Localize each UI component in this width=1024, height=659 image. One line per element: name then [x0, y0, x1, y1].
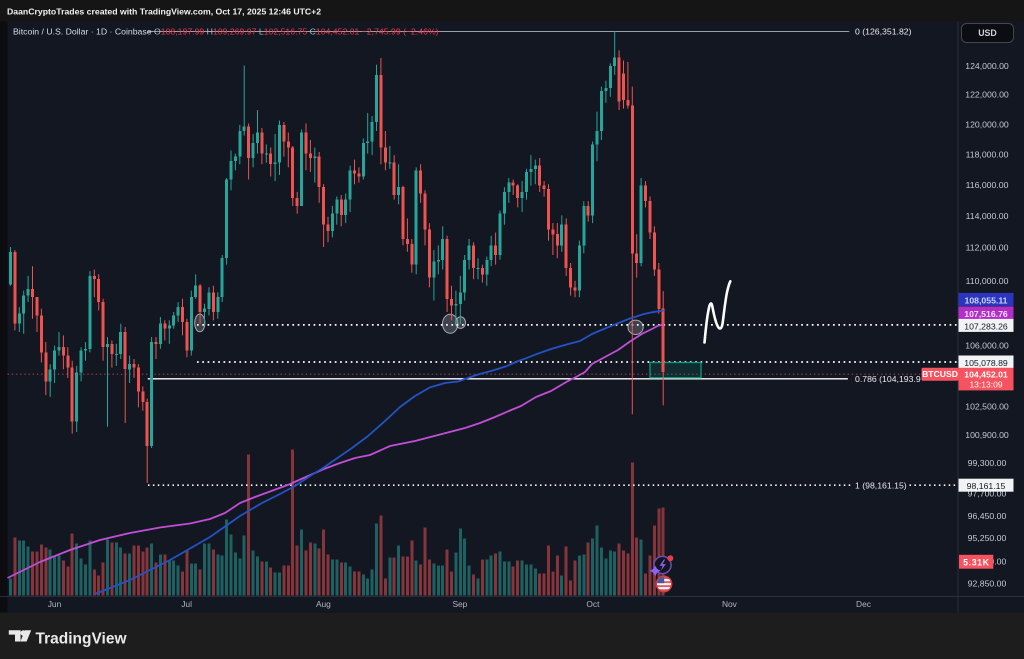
svg-text:122,000.00: 122,000.00	[965, 90, 1009, 100]
svg-text:112,000.00: 112,000.00	[966, 243, 1009, 253]
svg-text:USD: USD	[978, 28, 997, 38]
svg-text:Jul: Jul	[181, 599, 192, 609]
svg-text:Aug: Aug	[316, 599, 331, 609]
svg-text:0.786 (104,193.9: 0.786 (104,193.9	[855, 374, 921, 384]
svg-text:116,000.00: 116,000.00	[966, 180, 1009, 190]
svg-text:5.31K: 5.31K	[963, 557, 990, 567]
svg-text:0 (126,351.82): 0 (126,351.82)	[855, 27, 912, 37]
svg-text:100,900.00: 100,900.00	[965, 430, 1009, 440]
svg-text:107,516.76: 107,516.76	[964, 309, 1008, 319]
svg-text:108,055.11: 108,055.11	[965, 295, 1008, 305]
svg-text:110,000.00: 110,000.00	[966, 276, 1009, 286]
svg-text:120,000.00: 120,000.00	[965, 119, 1009, 129]
svg-text:105,078.89: 105,078.89	[964, 358, 1008, 368]
svg-text:Dec: Dec	[856, 599, 871, 609]
svg-text:118,000.00: 118,000.00	[966, 149, 1009, 159]
svg-text:13:13:09: 13:13:09	[969, 380, 1002, 390]
svg-text:TradingView: TradingView	[36, 631, 128, 648]
svg-text:Jun: Jun	[48, 599, 62, 609]
svg-text:98,161.15: 98,161.15	[967, 481, 1006, 491]
svg-text:106,000.00: 106,000.00	[965, 341, 1009, 351]
svg-text:Bitcoin / U.S. Dollar · 1D · C: Bitcoin / U.S. Dollar · 1D · Coinbase O1…	[13, 27, 439, 37]
svg-text:96,450.00: 96,450.00	[968, 511, 1007, 521]
svg-text:104,452.01: 104,452.01	[964, 370, 1008, 380]
svg-text:BTCUSD: BTCUSD	[922, 369, 958, 379]
svg-text:97,700.00: 97,700.00	[968, 488, 1007, 498]
svg-text:107,283.26: 107,283.26	[964, 321, 1008, 331]
svg-text:124,000.00: 124,000.00	[965, 61, 1009, 71]
svg-text:1 (98,161.15): 1 (98,161.15)	[855, 480, 907, 490]
svg-text:99,300.00: 99,300.00	[968, 458, 1007, 468]
svg-text:102,500.00: 102,500.00	[965, 401, 1009, 411]
svg-text:Oct: Oct	[586, 599, 600, 609]
svg-text:92,850.00: 92,850.00	[968, 578, 1007, 588]
svg-text:95,250.00: 95,250.00	[968, 533, 1007, 543]
svg-text:DaanCryptoTrades created with: DaanCryptoTrades created with TradingVie…	[7, 7, 321, 17]
svg-text:114,000.00: 114,000.00	[966, 211, 1009, 221]
svg-text:Sep: Sep	[452, 599, 467, 609]
svg-text:Nov: Nov	[722, 599, 738, 609]
